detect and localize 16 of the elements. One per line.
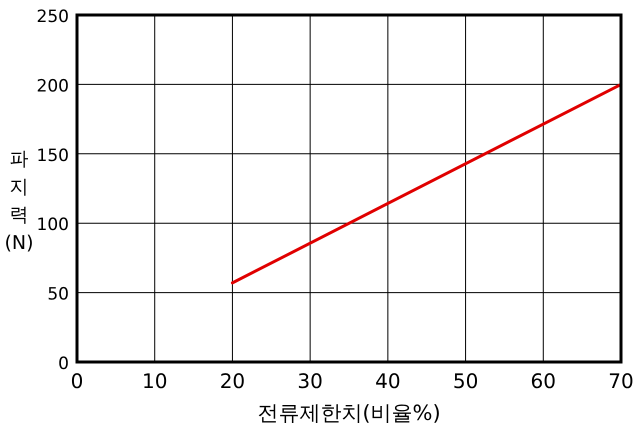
y-tick-label: 150 [36, 146, 69, 166]
x-tick-label: 10 [142, 369, 168, 393]
x-tick-label: 70 [608, 369, 634, 393]
x-tick-label: 30 [297, 369, 323, 393]
y-axis-title: 파지력(N) [4, 148, 34, 254]
x-tick-label: 0 [70, 369, 84, 393]
x-tick-label: 20 [220, 369, 246, 393]
y-tick-label: 200 [36, 76, 69, 96]
x-axis-title: 전류제한치(비율%) [257, 401, 441, 425]
x-tick-label: 40 [375, 369, 401, 393]
y-tick-label: 0 [58, 354, 69, 374]
y-tick-label: 250 [36, 7, 69, 27]
y-tick-label: 100 [36, 215, 69, 236]
y-tick-label: 50 [47, 284, 69, 305]
x-tick-label: 60 [530, 369, 556, 393]
x-tick-label: 50 [452, 369, 478, 393]
